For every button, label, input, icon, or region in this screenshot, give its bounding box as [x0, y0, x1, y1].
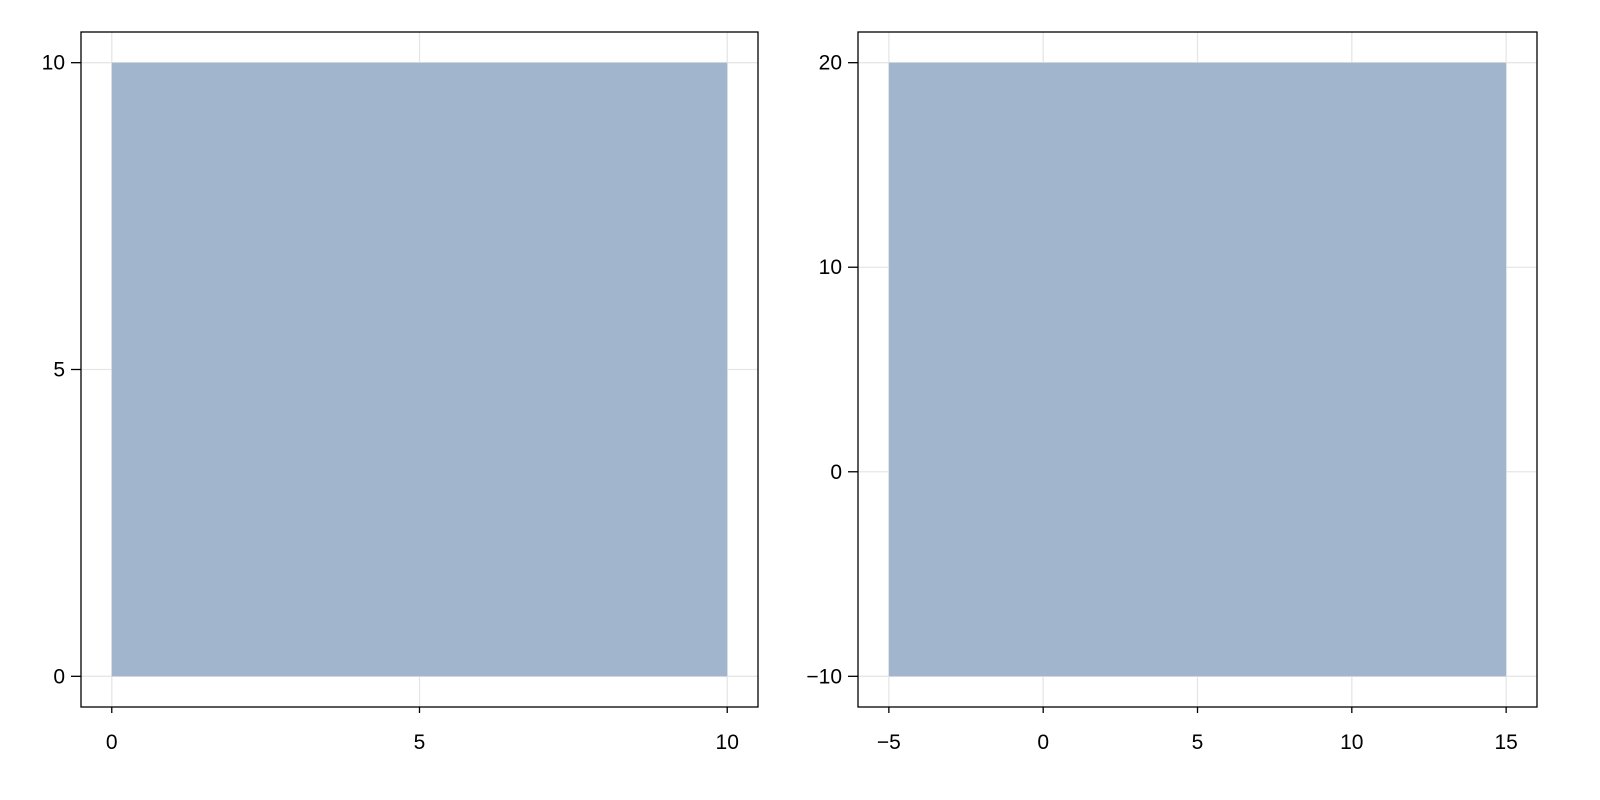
x-tick-label: 0: [106, 731, 118, 754]
axis-1: 0 5 10 0 5 10: [42, 31, 759, 754]
y-tick-label: 0: [830, 461, 842, 484]
x-tick-label: 0: [1037, 731, 1049, 754]
y-tick-label: 0: [53, 665, 65, 688]
x-tick-label: −5: [877, 731, 901, 754]
x-tick-label: 10: [1340, 731, 1363, 754]
y-tick-label: 20: [819, 52, 842, 75]
y-tick-label: 10: [819, 256, 842, 279]
filled-rectangle: [111, 62, 728, 677]
x-tick-label: 5: [414, 731, 426, 754]
x-tick-label: 10: [716, 731, 739, 754]
x-tick-label: 15: [1494, 731, 1517, 754]
axis-2: −5 0 5 10 15 −10 0 10 20: [806, 31, 1538, 754]
filled-rectangle: [888, 62, 1507, 677]
y-tick-label: −10: [806, 665, 842, 688]
y-tick-label: 5: [53, 359, 65, 382]
x-tick-label: 5: [1192, 731, 1204, 754]
y-tick-label: 10: [42, 52, 65, 75]
